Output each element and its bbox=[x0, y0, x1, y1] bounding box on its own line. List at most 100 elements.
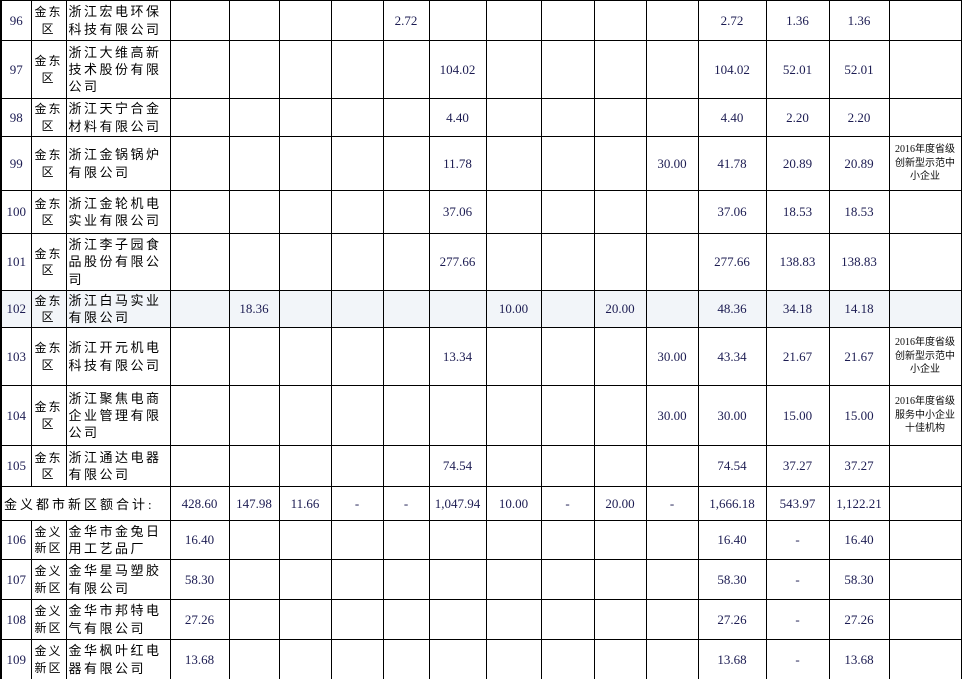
remark-cell: 2016年度省级创新型示范中小企业 bbox=[888, 327, 962, 386]
value-cell: - bbox=[765, 639, 830, 679]
value-cell bbox=[382, 40, 430, 99]
value-cell bbox=[330, 520, 384, 560]
value-cell: 18.53 bbox=[765, 190, 830, 234]
remark-cell bbox=[888, 559, 962, 600]
company-name-cell: 浙江金轮机电实业有限公司 bbox=[65, 190, 171, 234]
value-cell bbox=[593, 327, 647, 386]
value-cell: 277.66 bbox=[428, 233, 487, 291]
value-cell bbox=[228, 233, 280, 291]
table-row: 102 金东区 浙江白马实业有限公司 18.36 10.00 20.00 48.36 34.1… bbox=[0, 290, 962, 328]
value-cell bbox=[645, 0, 699, 41]
value-cell bbox=[330, 639, 384, 679]
value-cell bbox=[228, 327, 280, 386]
remark-cell: 2016年度省级服务中小企业十佳机构 bbox=[888, 385, 962, 446]
company-name-cell: 浙江李子园食品股份有限公司 bbox=[65, 233, 171, 291]
value-cell bbox=[593, 98, 647, 137]
value-cell bbox=[593, 445, 647, 487]
value-cell bbox=[428, 639, 487, 679]
value-cell bbox=[228, 559, 280, 600]
value-cell bbox=[540, 445, 595, 487]
value-cell bbox=[645, 98, 699, 137]
region-cell: 金义新区 bbox=[30, 559, 67, 600]
remark-cell: 2016年度省级创新型示范中小企业 bbox=[888, 136, 962, 191]
remark-cell bbox=[888, 445, 962, 487]
region-cell: 金东区 bbox=[30, 445, 67, 487]
value-cell: 4.40 bbox=[428, 98, 487, 137]
row-number-cell: 102 bbox=[0, 290, 32, 328]
value-cell: 2.72 bbox=[382, 0, 430, 41]
value-cell: 58.30 bbox=[697, 559, 767, 600]
value-cell: 74.54 bbox=[428, 445, 487, 487]
value-cell: 52.01 bbox=[828, 40, 890, 99]
value-cell: 21.67 bbox=[828, 327, 890, 386]
value-cell: 20.00 bbox=[593, 290, 647, 328]
value-cell: 1,047.94 bbox=[428, 486, 487, 521]
value-cell bbox=[485, 40, 542, 99]
row-number-cell: 99 bbox=[0, 136, 32, 191]
value-cell bbox=[382, 559, 430, 600]
value-cell: 277.66 bbox=[697, 233, 767, 291]
value-cell: 10.00 bbox=[485, 290, 542, 328]
company-name-cell: 浙江通达电器有限公司 bbox=[65, 445, 171, 487]
value-cell: 11.78 bbox=[428, 136, 487, 191]
value-cell bbox=[169, 40, 230, 99]
value-cell bbox=[330, 385, 384, 446]
value-cell bbox=[228, 0, 280, 41]
value-cell bbox=[485, 190, 542, 234]
region-cell: 金义新区 bbox=[30, 599, 67, 640]
value-cell: - bbox=[765, 559, 830, 600]
value-cell: 15.00 bbox=[828, 385, 890, 446]
value-cell bbox=[278, 98, 332, 137]
remark-cell bbox=[888, 639, 962, 679]
value-cell: 20.00 bbox=[593, 486, 647, 521]
value-cell bbox=[169, 290, 230, 328]
company-name-cell: 金华枫叶红电器有限公司 bbox=[65, 639, 171, 679]
value-cell bbox=[593, 40, 647, 99]
value-cell: 543.97 bbox=[765, 486, 830, 521]
value-cell bbox=[428, 290, 487, 328]
row-number-cell: 100 bbox=[0, 190, 32, 234]
value-cell: 37.27 bbox=[828, 445, 890, 487]
remark-cell bbox=[888, 599, 962, 640]
region-cell: 金东区 bbox=[30, 233, 67, 291]
value-cell bbox=[428, 0, 487, 41]
value-cell bbox=[330, 98, 384, 137]
table-row: 105 金东区 浙江通达电器有限公司 74.54 74.54 37.27 37.27 bbox=[0, 445, 962, 487]
value-cell: 18.36 bbox=[228, 290, 280, 328]
value-cell: - bbox=[765, 520, 830, 560]
value-cell bbox=[382, 445, 430, 487]
value-cell: 58.30 bbox=[828, 559, 890, 600]
remark-cell bbox=[888, 40, 962, 99]
table-row: 103 金东区 浙江开元机电科技有限公司 13.34 30.00 43.34 21.67 21… bbox=[0, 327, 962, 386]
value-cell bbox=[485, 520, 542, 560]
value-cell bbox=[169, 233, 230, 291]
table-row: 104 金东区 浙江聚焦电商企业管理有限公司 30.00 30.00 15.00 15.00… bbox=[0, 385, 962, 446]
value-cell bbox=[540, 385, 595, 446]
row-number-cell: 103 bbox=[0, 327, 32, 386]
value-cell: 52.01 bbox=[765, 40, 830, 99]
value-cell bbox=[330, 599, 384, 640]
total-label-cell: 金义都市新区额合计: bbox=[0, 486, 171, 521]
table-row: 98 金东区 浙江天宁合金材料有限公司 4.40 4.40 2.20 2.20 bbox=[0, 98, 962, 137]
value-cell: 11.66 bbox=[278, 486, 332, 521]
value-cell bbox=[330, 0, 384, 41]
value-cell bbox=[485, 445, 542, 487]
value-cell: - bbox=[765, 599, 830, 640]
value-cell bbox=[228, 385, 280, 446]
value-cell bbox=[228, 520, 280, 560]
value-cell bbox=[485, 385, 542, 446]
value-cell bbox=[278, 0, 332, 41]
value-cell bbox=[593, 599, 647, 640]
row-number-cell: 96 bbox=[0, 0, 32, 41]
value-cell bbox=[228, 40, 280, 99]
value-cell bbox=[485, 599, 542, 640]
value-cell bbox=[382, 290, 430, 328]
value-cell bbox=[382, 190, 430, 234]
value-cell: 27.26 bbox=[697, 599, 767, 640]
value-cell: 37.06 bbox=[428, 190, 487, 234]
value-cell bbox=[278, 599, 332, 640]
value-cell: 2.72 bbox=[697, 0, 767, 41]
value-cell bbox=[485, 136, 542, 191]
